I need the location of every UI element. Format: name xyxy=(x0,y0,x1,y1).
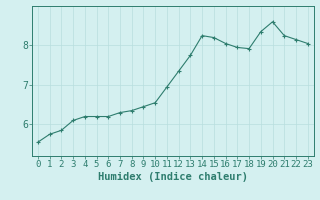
X-axis label: Humidex (Indice chaleur): Humidex (Indice chaleur) xyxy=(98,172,248,182)
